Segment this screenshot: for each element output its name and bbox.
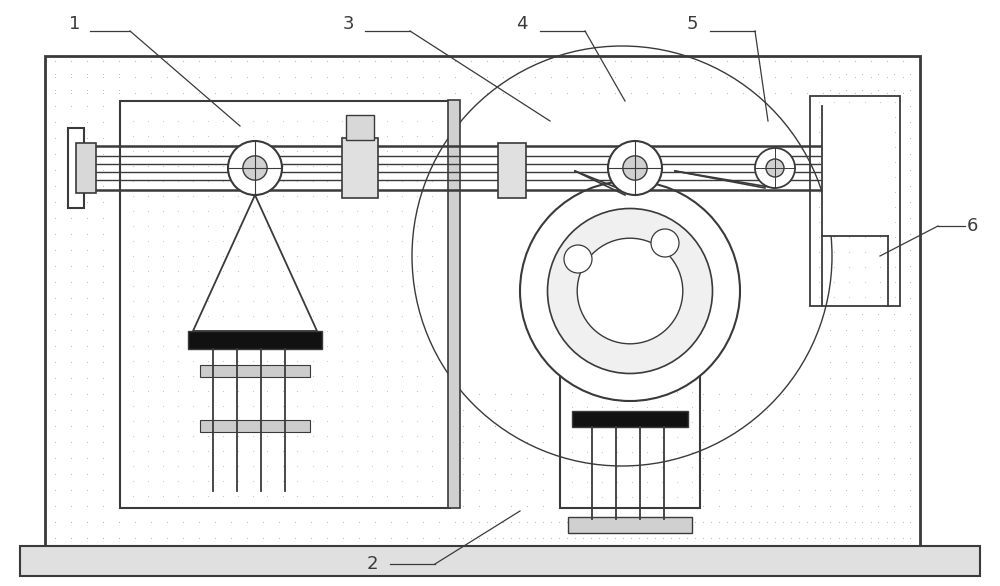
Circle shape [623, 156, 647, 180]
Bar [560, 376, 700, 508]
Bar [568, 517, 692, 533]
Bar [120, 101, 450, 508]
Text: 4: 4 [516, 15, 528, 33]
Bar [498, 143, 526, 198]
Text: 2: 2 [366, 555, 378, 573]
Bar [45, 56, 920, 548]
Bar [448, 100, 460, 508]
Bar [572, 411, 688, 427]
Bar [200, 365, 310, 377]
Bar [20, 546, 980, 576]
Bar [346, 115, 374, 140]
Bar [822, 106, 882, 236]
Text: 5: 5 [686, 15, 698, 33]
Circle shape [520, 181, 740, 401]
Circle shape [228, 141, 282, 195]
Bar [68, 128, 84, 208]
Circle shape [766, 159, 784, 177]
Circle shape [651, 229, 679, 257]
Text: 3: 3 [342, 15, 354, 33]
Bar [342, 138, 378, 198]
Circle shape [755, 148, 795, 188]
Bar [810, 96, 900, 306]
Circle shape [548, 209, 712, 373]
Bar [200, 420, 310, 432]
Circle shape [608, 141, 662, 195]
Bar [188, 331, 322, 349]
Text: 1: 1 [69, 15, 81, 33]
Circle shape [243, 156, 267, 180]
Circle shape [577, 238, 683, 344]
Bar [76, 143, 96, 193]
Text: 6: 6 [966, 217, 978, 235]
Circle shape [564, 245, 592, 273]
